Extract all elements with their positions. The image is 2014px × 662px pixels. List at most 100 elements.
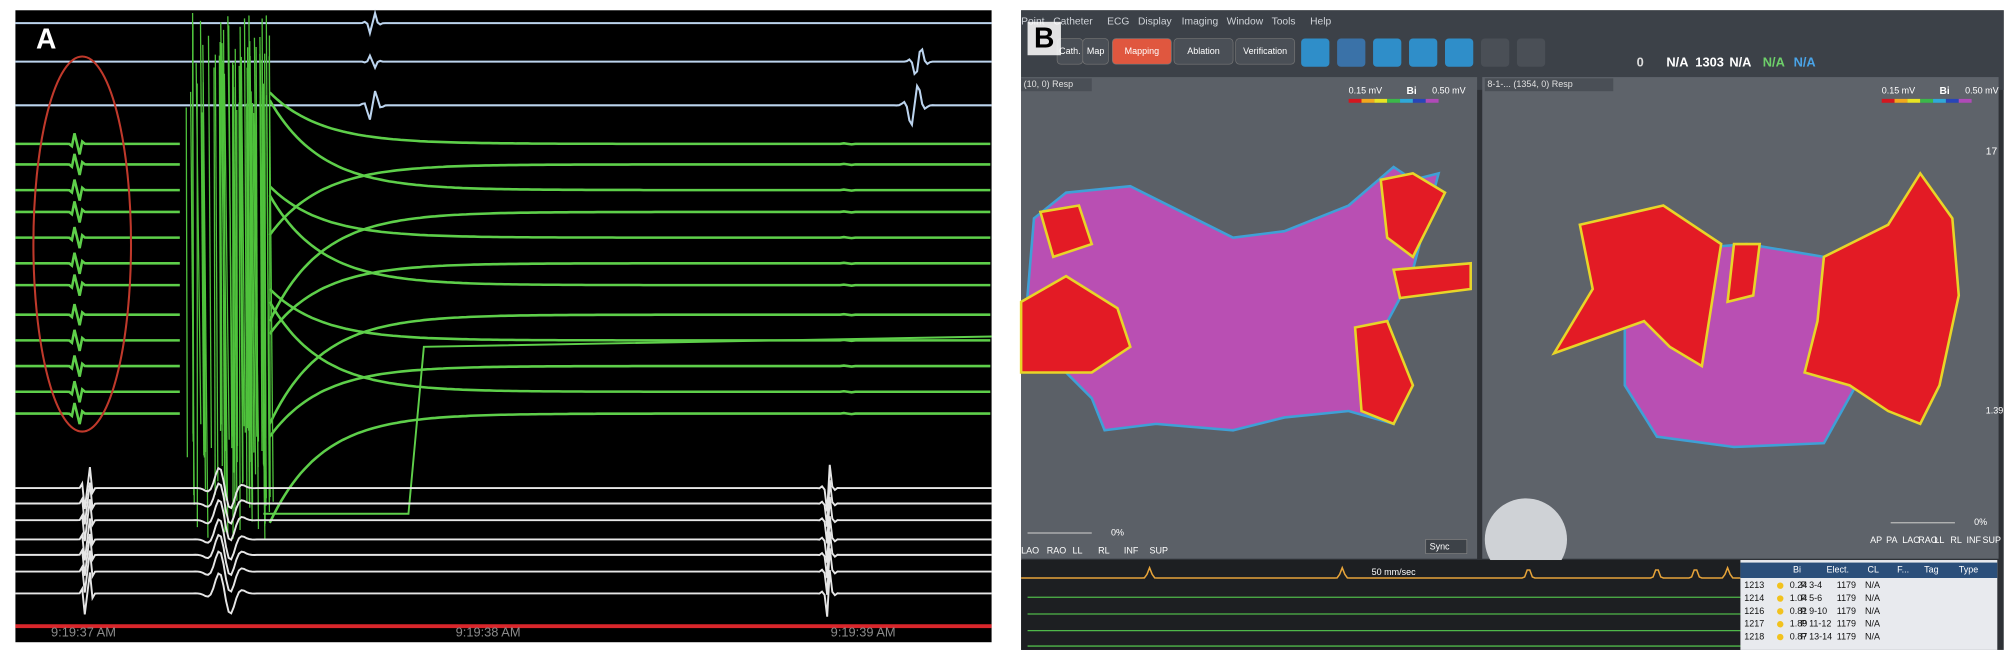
status-value: N/A [1794, 54, 1816, 69]
burst [246, 105, 249, 429]
view-title: (10, 0) Resp [1024, 79, 1073, 89]
toolbar-button [1235, 38, 1296, 65]
zoom-label: 0% [1974, 517, 1987, 527]
map-patch [1726, 242, 1762, 304]
table-cell: 1179 [1837, 580, 1856, 590]
table-cell: 1214 [1744, 593, 1764, 603]
trace [15, 9, 992, 38]
map-patch [1392, 261, 1472, 300]
timestamp: 9:19:39 AM [831, 625, 896, 640]
trace [15, 252, 180, 275]
color-scale [1400, 98, 1413, 103]
burst [232, 87, 238, 501]
column-header: Tag [1924, 565, 1939, 575]
column-header: Type [1959, 565, 1978, 575]
ecg-speed: 50 mm/sec [1372, 567, 1416, 577]
view-button: LAO [1021, 545, 1039, 555]
color-scale [1387, 98, 1401, 103]
icon [1301, 38, 1330, 67]
table-cell: P 11-12 [1801, 619, 1832, 629]
toolbar-label: Verification [1243, 46, 1287, 56]
burst [213, 67, 216, 495]
trace [268, 210, 991, 322]
trace [15, 179, 180, 201]
view-button: INF [1124, 545, 1139, 555]
trace [15, 329, 180, 352]
trace [268, 91, 991, 146]
trace [268, 194, 991, 287]
view-title: 8-1-... (1354, 0) Resp [1487, 79, 1572, 89]
scale-label: Bi [1940, 86, 1950, 97]
color-scale [1907, 98, 1921, 103]
burst [238, 102, 241, 531]
table-cell: P 13-14 [1801, 631, 1832, 641]
table-cell: N/A [1865, 580, 1880, 590]
status-value: N/A [1666, 54, 1688, 69]
color-scale [1920, 98, 1934, 103]
view-button: LL [1934, 535, 1944, 545]
burst [259, 70, 265, 465]
icon [1373, 38, 1402, 67]
trace [268, 411, 991, 524]
trace [15, 480, 992, 527]
column-header: CL [1868, 565, 1880, 575]
trace [15, 380, 180, 403]
burst [185, 107, 188, 458]
view-button: PA [1886, 535, 1897, 545]
scale-max: 0.50 mV [1965, 86, 1998, 96]
view-button: LAO [1902, 535, 1920, 545]
ecg: 50 mm/sec [1021, 565, 1741, 647]
burst [214, 54, 219, 482]
map-patch [1353, 319, 1415, 426]
trace [15, 402, 180, 425]
table-cell: 1218 [1744, 631, 1764, 641]
scale-min: 0.15 mV [1349, 86, 1382, 96]
view-button: SUP [1150, 545, 1168, 555]
toolbar-label: Cath. [1059, 46, 1080, 56]
timestamp: 9:19:38 AM [456, 625, 521, 640]
table: Bi Elect. CL F... Tag Type 1213 0.24P 3-4 1179 N/… [1740, 562, 1998, 641]
burst [222, 62, 229, 535]
burst [223, 73, 230, 440]
trace [15, 153, 180, 176]
row-marker [1777, 595, 1784, 602]
trace [15, 548, 992, 595]
color-scale [1374, 98, 1388, 103]
burst [240, 56, 246, 433]
ecg-trace [1021, 565, 1741, 579]
trace [15, 82, 992, 128]
table-cell: P 9-10 [1801, 606, 1827, 616]
menu-bar: PointCatheterECGDisplayImagingWindowTool… [1021, 17, 1816, 70]
icon [1409, 38, 1438, 67]
map-patch [1803, 171, 1961, 426]
column-header: Bi [1793, 565, 1801, 575]
trace [15, 226, 180, 249]
table-cell: 1179 [1837, 606, 1856, 616]
menu-item: Catheter [1053, 17, 1093, 28]
trace [268, 288, 991, 343]
status-value: 0 [1637, 54, 1644, 69]
zoom-label: 0% [1111, 527, 1124, 537]
status-value: N/A [1763, 54, 1785, 69]
table-cell: 1217 [1744, 619, 1764, 629]
trace [268, 364, 991, 438]
map-patch [1551, 204, 1723, 369]
map-patch [1038, 204, 1094, 259]
traces [15, 9, 992, 617]
color-scale [1425, 98, 1439, 103]
icon [1444, 38, 1474, 67]
burst [268, 56, 274, 502]
map-patch [1019, 274, 1132, 374]
table-cell: 1216 [1744, 606, 1764, 616]
icon [1480, 38, 1510, 67]
table-cell: 1179 [1837, 631, 1856, 641]
view-button: AP [1870, 535, 1882, 545]
trace [15, 274, 180, 296]
color-scale [1881, 98, 1895, 103]
scale-label: Bi [1406, 86, 1416, 97]
column-header: F... [1897, 565, 1909, 575]
table-cell: 0.24 [1790, 580, 1808, 590]
row-marker [1777, 633, 1784, 641]
table-cell: 1.04 [1790, 593, 1808, 603]
view-button: INF [1966, 535, 1981, 545]
